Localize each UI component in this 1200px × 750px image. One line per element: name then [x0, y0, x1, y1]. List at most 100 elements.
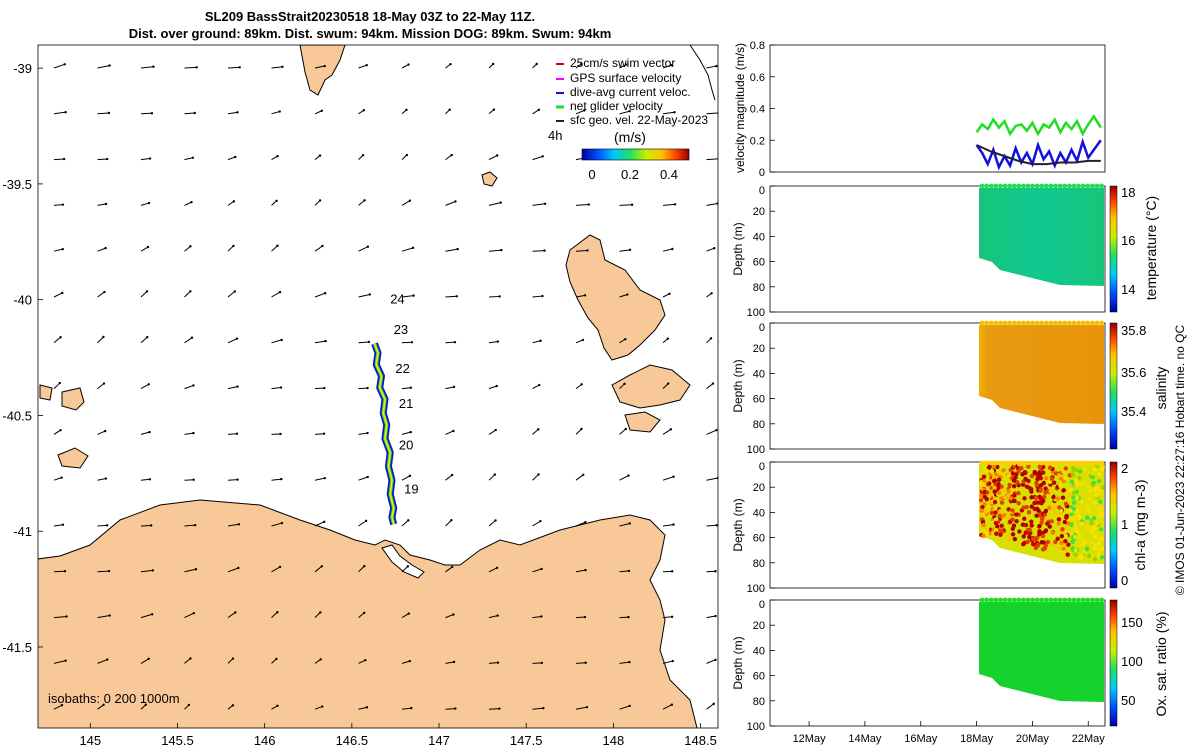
current-arrow [619, 661, 630, 664]
current-arrow-head [365, 706, 369, 709]
current-arrow [662, 616, 673, 619]
chlorophyll-sample [1086, 553, 1092, 558]
chlorophyll-sample [1032, 506, 1037, 512]
sal-cb-tick-35-4: 35.4 [1121, 404, 1146, 419]
current-arrow [358, 432, 368, 435]
chlorophyll-sample [1091, 480, 1096, 486]
track-day-label: 24 [390, 292, 404, 307]
temp-cb-tick-18: 18 [1121, 185, 1135, 200]
current-arrow-head [236, 385, 239, 388]
track-day-labels: 24 23 22 21 20 19 [390, 292, 418, 497]
map-ytick-label: -41.5 [2, 640, 32, 655]
chlorophyll-sample [1100, 485, 1106, 490]
current-arrow-head [232, 244, 235, 248]
current-arrow-head [491, 62, 495, 66]
current-arrow [662, 64, 672, 69]
land-flinders-island [565, 234, 666, 361]
current-arrow-head [276, 154, 279, 158]
surface-sample [984, 320, 989, 326]
chlorophyll-sample [1028, 530, 1033, 536]
current-arrow-head [236, 478, 239, 481]
current-arrow [488, 295, 500, 298]
current-arrow [53, 616, 67, 619]
current-arrow [184, 201, 192, 206]
current-arrow-head [364, 658, 367, 662]
surface-sample [979, 460, 985, 466]
surface-sample [1044, 320, 1049, 326]
current-arrow-head [449, 62, 452, 66]
current-arrow [662, 704, 673, 710]
current-arrow [97, 336, 104, 344]
current-arrow [488, 385, 497, 390]
current-arrow [619, 428, 627, 435]
chlorophyll-sample [1061, 469, 1066, 474]
chlorophyll-cblabel: chl-a (mg m-3) [1132, 479, 1148, 570]
velocity-series-line [975, 114, 1102, 137]
current-arrow [227, 612, 236, 619]
current-arrow-head [192, 478, 195, 481]
map-xtick-label: 147 [428, 733, 450, 748]
current-arrow [575, 474, 584, 481]
current-arrow-head [670, 615, 674, 618]
current-arrow-head [454, 200, 457, 203]
depth-tick-label: 60 [753, 394, 765, 406]
surface-sample [988, 460, 994, 466]
salinity-colorbar [1109, 322, 1118, 450]
current-arrow [488, 202, 501, 206]
current-arrow-head [231, 704, 235, 707]
chlorophyll-sample [984, 531, 990, 536]
oxygen-surface-dots [979, 597, 1104, 603]
current-arrow-head [673, 203, 677, 206]
surface-sample [1039, 460, 1045, 466]
current-arrow-head [61, 203, 65, 206]
chlorophyll-sample [1069, 531, 1074, 536]
map-ytick-label: -39 [13, 61, 32, 76]
current-arrow [184, 157, 193, 161]
current-arrow [140, 431, 150, 435]
current-arrow [53, 158, 65, 161]
chlorophyll-sample [994, 531, 999, 536]
current-arrow [53, 524, 64, 527]
current-arrow-head [624, 338, 627, 341]
chlorophyll-sample [1074, 478, 1079, 484]
current-arrow [140, 336, 148, 344]
current-arrow [619, 204, 633, 206]
current-arrow [314, 477, 325, 481]
map-xtick-label: 145.5 [161, 733, 194, 748]
map-panel: 24 23 22 21 20 19 145 145.5 146 146.5 147 147.5 148… [2, 44, 720, 748]
current-arrow-head [452, 660, 456, 664]
chlorophyll-sample [1062, 519, 1067, 525]
chlorophyll-sample [1041, 480, 1046, 486]
current-arrow-head [538, 383, 541, 387]
chlorophyll-sample [1029, 489, 1034, 494]
chlorophyll-sample [1033, 545, 1039, 551]
current-arrow-head [280, 477, 283, 481]
current-arrow [358, 520, 367, 527]
current-arrow-head [450, 519, 453, 522]
current-arrow-head [718, 158, 720, 160]
chlorophyll-sample [1092, 500, 1097, 506]
current-arrow-head [671, 570, 674, 573]
profile-panels: 0 0.2 0.4 0.6 0.8 velocity magnitude (m/s) 1… [731, 40, 1169, 745]
current-arrow-head [107, 569, 111, 573]
current-arrow [706, 703, 715, 710]
current-arrow-head [61, 523, 65, 526]
chlorophyll-sample [1073, 467, 1079, 473]
current-arrow-head [368, 293, 371, 296]
current-arrow [619, 294, 628, 298]
depth-tick-label: 100 [747, 307, 765, 319]
chlorophyll-sample [1031, 536, 1036, 542]
current-arrow [314, 292, 326, 298]
chlorophyll-sample [1001, 487, 1007, 492]
surface-sample [988, 597, 994, 603]
chlorophyll-sample [1100, 546, 1105, 552]
current-arrow [662, 428, 672, 435]
legend-current-velocity: dive-avg current veloc. [570, 85, 691, 99]
current-arrow [184, 112, 195, 115]
chlorophyll-sample [1014, 512, 1019, 517]
surface-sample [1048, 183, 1054, 189]
chlorophyll-sample [1068, 508, 1074, 513]
chlorophyll-sample [1082, 466, 1087, 472]
surface-sample [1007, 460, 1012, 466]
chlorophyll-sample [1075, 508, 1080, 514]
